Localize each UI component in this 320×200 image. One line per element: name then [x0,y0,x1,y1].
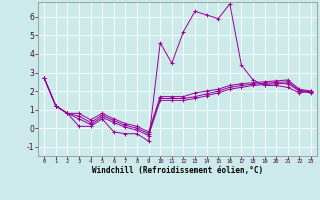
X-axis label: Windchill (Refroidissement éolien,°C): Windchill (Refroidissement éolien,°C) [92,166,263,175]
